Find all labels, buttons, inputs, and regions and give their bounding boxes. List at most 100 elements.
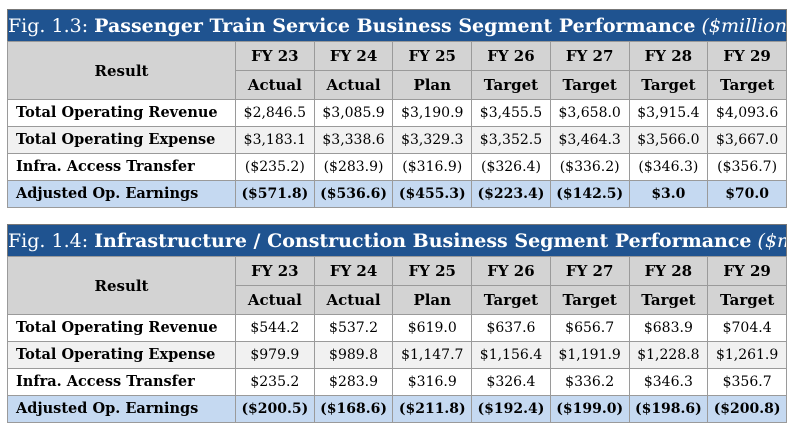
col-type-header: Actual	[235, 70, 315, 100]
table-cell: $70.0	[707, 180, 787, 208]
col-fy-header: FY 27	[549, 256, 630, 286]
table-cell: $656.7	[549, 314, 630, 342]
table-row: Total Operating Expense $979.9 $989.8 $1…	[7, 341, 787, 369]
table-cell: ($199.0)	[549, 395, 630, 423]
col-fy-header: FY 24	[313, 41, 394, 71]
figure-title: Fig. 1.3: Passenger Train Service Busine…	[7, 9, 787, 41]
table-cell: $2,846.5	[235, 99, 315, 127]
table-cell: $537.2	[313, 314, 394, 342]
table-cell: ($326.4)	[471, 153, 551, 181]
col-type-header: Target	[549, 285, 630, 315]
table-cell: ($336.2)	[549, 153, 630, 181]
table-cell: $326.4	[471, 368, 551, 396]
table-cell: ($536.6)	[313, 180, 394, 208]
row-label: Infra. Access Transfer	[7, 368, 236, 396]
table-cell: $3,338.6	[313, 126, 394, 154]
col-type-header: Actual	[313, 285, 394, 315]
col-fy-header: FY 24	[313, 256, 394, 286]
table-cell: ($283.9)	[313, 153, 394, 181]
col-type-header: Target	[471, 70, 551, 100]
header-row-type: Actual Actual Plan Target Target Target …	[8, 70, 787, 100]
table-cell: $356.7	[707, 368, 787, 396]
table-cell: ($192.4)	[471, 395, 551, 423]
table-row: Infra. Access Transfer $235.2 $283.9 $31…	[7, 368, 787, 396]
col-fy-header: FY 28	[628, 41, 709, 71]
table-cell: $979.9	[235, 341, 315, 369]
table-cell: $316.9	[392, 368, 473, 396]
col-fy-header: FY 26	[471, 256, 551, 286]
col-type-header: Plan	[392, 285, 473, 315]
table-cell: $3,085.9	[313, 99, 394, 127]
table-cell: $544.2	[235, 314, 315, 342]
figure-number: Fig. 1.3:	[8, 15, 89, 37]
performance-table: Result FY 23 FY 24 FY 25 FY 26 FY 27 FY …	[7, 41, 787, 208]
table-cell: ($571.8)	[235, 180, 315, 208]
table-row: Total Operating Revenue $544.2 $537.2 $6…	[7, 314, 787, 342]
table-cell: $336.2	[549, 368, 630, 396]
table-cell: $1,228.8	[628, 341, 709, 369]
table-cell: ($316.9)	[392, 153, 473, 181]
col-type-header: Actual	[235, 285, 315, 315]
table-cell: $3,455.5	[471, 99, 551, 127]
col-fy-header: FY 25	[392, 256, 473, 286]
table-cell: ($200.5)	[235, 395, 315, 423]
performance-table: Result FY 23 FY 24 FY 25 FY 26 FY 27 FY …	[7, 256, 787, 423]
header-row-fy: Result FY 23 FY 24 FY 25 FY 26 FY 27 FY …	[7, 256, 787, 315]
table-cell: ($223.4)	[471, 180, 551, 208]
figure-unit: ($millions)	[757, 230, 786, 252]
table-cell: $4,093.6	[707, 99, 787, 127]
table-cell: $3,352.5	[471, 126, 551, 154]
col-type-header: Plan	[392, 70, 473, 100]
col-type-header: Actual	[313, 70, 394, 100]
col-type-header: Target	[471, 285, 551, 315]
table-cell: ($211.8)	[392, 395, 473, 423]
header-row-type: Actual Actual Plan Target Target Target …	[8, 285, 787, 315]
figure-number: Fig. 1.4:	[8, 230, 89, 252]
table-cell: $235.2	[235, 368, 315, 396]
table-cell: $3,915.4	[628, 99, 709, 127]
table-cell: ($346.3)	[628, 153, 709, 181]
table-cell: $3,464.3	[549, 126, 630, 154]
row-label: Infra. Access Transfer	[7, 153, 236, 181]
table-row: Total Operating Revenue $2,846.5 $3,085.…	[7, 99, 787, 127]
table-cell: $346.3	[628, 368, 709, 396]
table-cell: $989.8	[313, 341, 394, 369]
col-fy-header: FY 23	[235, 256, 315, 286]
result-header: Result	[7, 41, 236, 100]
table-cell: $683.9	[628, 314, 709, 342]
table-cell: $3.0	[628, 180, 709, 208]
table-cell: ($198.6)	[628, 395, 709, 423]
table-cell: $3,183.1	[235, 126, 315, 154]
table-cell: $1,261.9	[707, 341, 787, 369]
table-cell: ($235.2)	[235, 153, 315, 181]
table-cell: $3,566.0	[628, 126, 709, 154]
table-cell: $704.4	[707, 314, 787, 342]
header-row-fy: Result FY 23 FY 24 FY 25 FY 26 FY 27 FY …	[7, 41, 787, 100]
table-cell: $1,147.7	[392, 341, 473, 369]
total-row: Adjusted Op. Earnings ($200.5) ($168.6) …	[7, 395, 787, 423]
table-cell: $3,667.0	[707, 126, 787, 154]
col-type-header: Target	[707, 70, 787, 100]
table-cell: ($142.5)	[549, 180, 630, 208]
table-cell: $3,190.9	[392, 99, 473, 127]
row-label: Total Operating Expense	[7, 341, 236, 369]
row-label: Adjusted Op. Earnings	[7, 395, 236, 423]
figure-unit: ($millions)	[701, 15, 787, 37]
table-cell: $1,191.9	[549, 341, 630, 369]
table-cell: ($455.3)	[392, 180, 473, 208]
table-cell: $283.9	[313, 368, 394, 396]
col-type-header: Target	[628, 70, 709, 100]
row-label: Adjusted Op. Earnings	[7, 180, 236, 208]
table-cell: ($356.7)	[707, 153, 787, 181]
table-row: Infra. Access Transfer ($235.2) ($283.9)…	[7, 153, 787, 181]
table-cell: $1,156.4	[471, 341, 551, 369]
col-type-header: Target	[549, 70, 630, 100]
figure-title: Fig. 1.4: Infrastructure / Construction …	[7, 224, 787, 256]
table-row: Total Operating Expense $3,183.1 $3,338.…	[7, 126, 787, 154]
col-fy-header: FY 26	[471, 41, 551, 71]
col-fy-header: FY 29	[707, 256, 787, 286]
table-cell: $619.0	[392, 314, 473, 342]
row-label: Total Operating Revenue	[7, 99, 236, 127]
result-header: Result	[7, 256, 236, 315]
col-fy-header: FY 29	[707, 41, 787, 71]
